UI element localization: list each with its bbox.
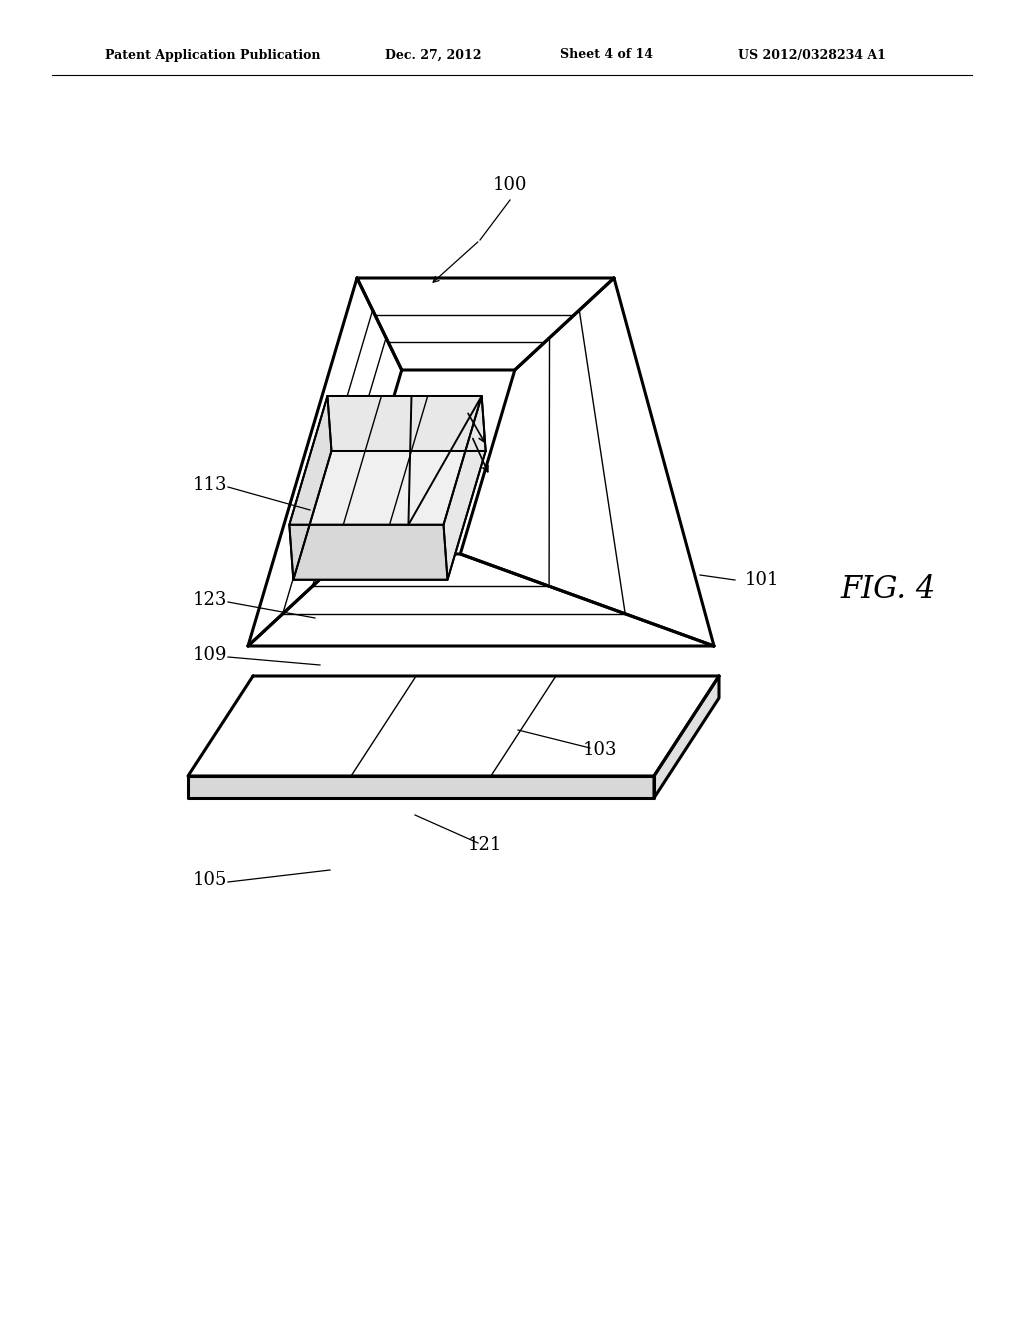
Polygon shape [188,676,719,776]
Polygon shape [293,451,485,579]
Polygon shape [654,676,719,799]
Text: Dec. 27, 2012: Dec. 27, 2012 [385,49,481,62]
Polygon shape [328,396,485,451]
Text: 123: 123 [193,591,227,609]
Text: 100: 100 [493,176,527,194]
Polygon shape [248,279,401,645]
Polygon shape [443,396,485,579]
Text: 105: 105 [193,871,227,888]
Text: 121: 121 [468,836,502,854]
Polygon shape [357,279,614,370]
Polygon shape [290,396,481,525]
Text: 101: 101 [745,572,779,589]
Polygon shape [188,776,654,799]
Polygon shape [461,279,714,645]
Text: 113: 113 [193,477,227,494]
Polygon shape [290,525,447,579]
Text: US 2012/0328234 A1: US 2012/0328234 A1 [738,49,886,62]
Text: 109: 109 [193,645,227,664]
Text: FIG. 4: FIG. 4 [840,574,935,606]
Text: Sheet 4 of 14: Sheet 4 of 14 [560,49,653,62]
Polygon shape [290,396,332,579]
Polygon shape [248,554,714,645]
Text: 103: 103 [583,741,617,759]
Text: Patent Application Publication: Patent Application Publication [105,49,321,62]
